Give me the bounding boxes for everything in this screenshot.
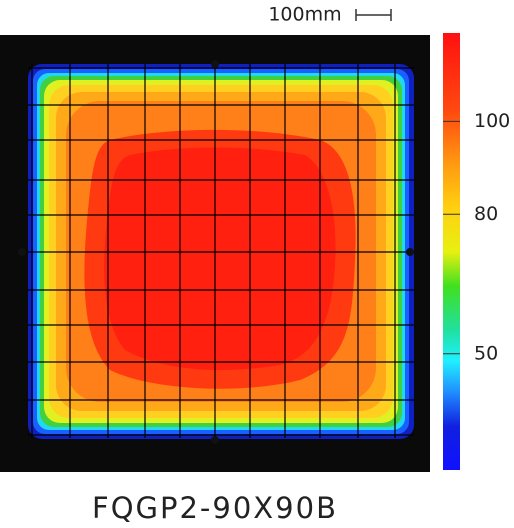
caption: FQGP2-90X90B bbox=[92, 491, 338, 525]
colorbar-tick-label: 100 bbox=[474, 110, 510, 132]
colorbar-tick-label: 50 bbox=[474, 342, 498, 364]
scale-bar bbox=[355, 9, 392, 21]
colorbar-tick-label: 80 bbox=[474, 203, 498, 225]
heatmap bbox=[0, 35, 430, 472]
scale-label: 100mm bbox=[268, 4, 341, 26]
colorbar bbox=[443, 33, 460, 470]
